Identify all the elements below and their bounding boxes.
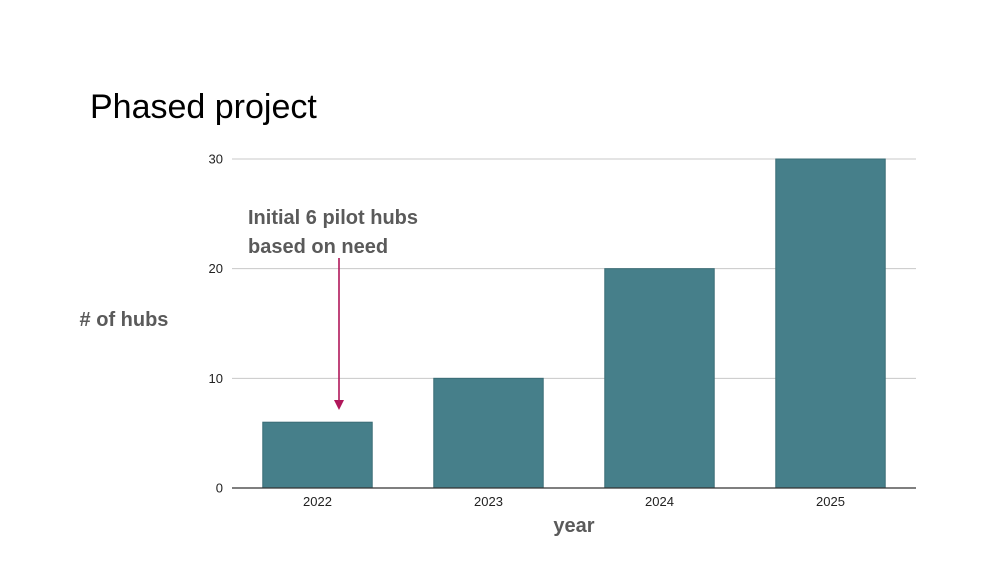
annotation-line-1: Initial 6 pilot hubs (248, 207, 418, 229)
annotation: Initial 6 pilot hubs based on need (248, 207, 418, 410)
annotation-arrowhead (334, 400, 344, 410)
y-tick-labels: 0 10 20 30 (209, 152, 223, 496)
x-tick-labels: 2022 2023 2024 2025 (303, 494, 845, 509)
bar-2022 (262, 421, 373, 489)
y-tick-label: 20 (209, 261, 223, 276)
y-tick-label: 10 (209, 371, 223, 386)
bar-2025 (775, 158, 886, 489)
bar-2024 (604, 268, 715, 489)
x-tick-label: 2024 (645, 494, 674, 509)
bar-2023 (433, 377, 544, 489)
slide-title: Phased project (90, 88, 317, 126)
y-tick-label: 0 (216, 481, 223, 496)
bars (262, 158, 886, 489)
x-tick-label: 2022 (303, 494, 332, 509)
x-tick-label: 2025 (816, 494, 845, 509)
x-tick-label: 2023 (474, 494, 503, 509)
x-axis-title: year (553, 515, 594, 537)
y-axis-title: # of hubs (80, 309, 169, 331)
y-tick-label: 30 (209, 152, 223, 167)
annotation-line-2: based on need (248, 236, 388, 258)
